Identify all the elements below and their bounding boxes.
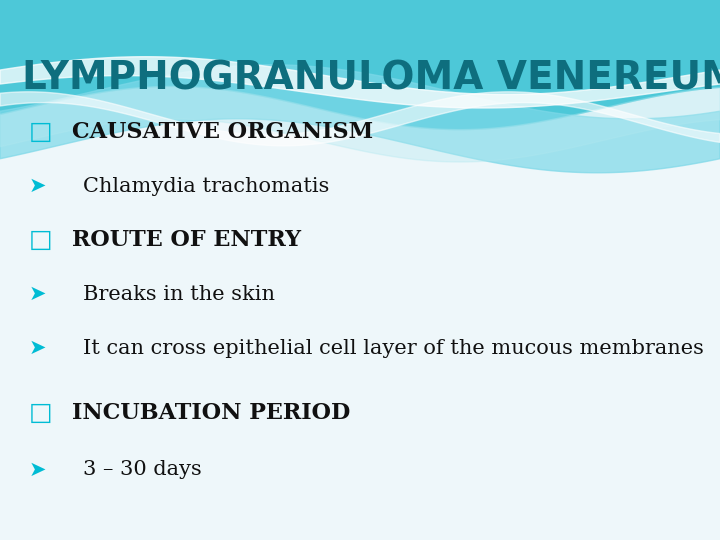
Text: ➤: ➤ [29,176,46,197]
Text: □: □ [29,228,53,252]
Text: CAUSATIVE ORGANISM: CAUSATIVE ORGANISM [72,122,373,143]
Text: □: □ [29,120,53,144]
Text: ➤: ➤ [29,338,46,359]
Text: It can cross epithelial cell layer of the mucous membranes: It can cross epithelial cell layer of th… [83,339,703,358]
Text: ➤: ➤ [29,460,46,480]
Text: 3 – 30 days: 3 – 30 days [83,460,202,480]
Text: ➤: ➤ [29,284,46,305]
Text: Breaks in the skin: Breaks in the skin [83,285,275,304]
Text: □: □ [29,401,53,425]
Text: ROUTE OF ENTRY: ROUTE OF ENTRY [72,230,301,251]
Text: INCUBATION PERIOD: INCUBATION PERIOD [72,402,350,424]
Text: LYMPHOGRANULOMA VENEREUM: LYMPHOGRANULOMA VENEREUM [22,59,720,97]
Text: Chlamydia trachomatis: Chlamydia trachomatis [83,177,329,196]
